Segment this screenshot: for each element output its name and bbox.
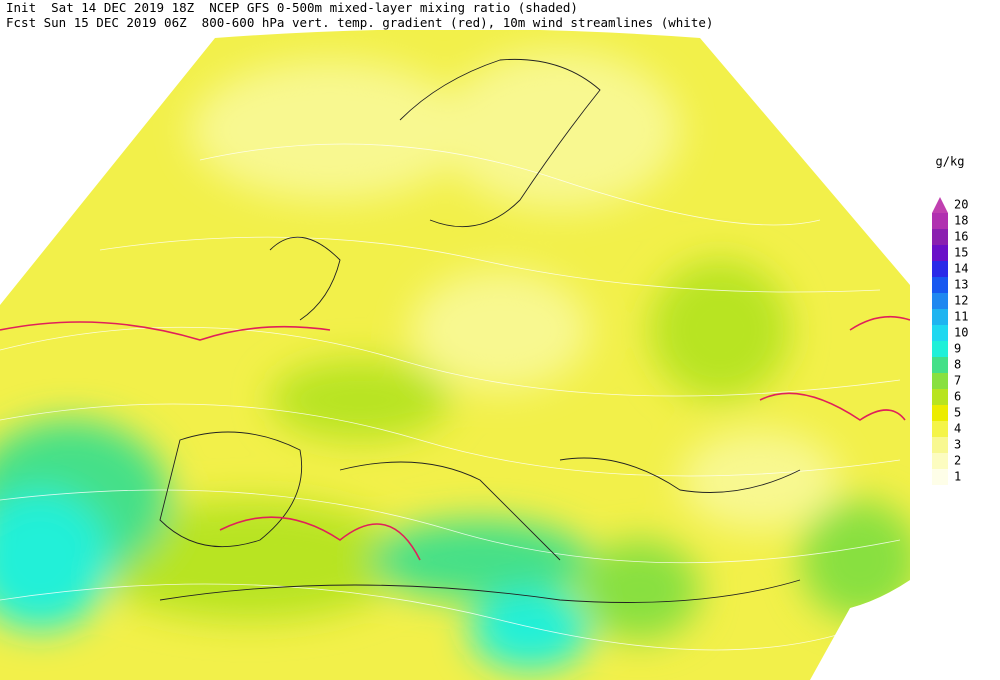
legend-label: 15 <box>954 246 968 260</box>
legend-swatch <box>932 469 948 485</box>
legend-label: 13 <box>954 278 968 292</box>
legend-label: 10 <box>954 326 968 340</box>
legend-swatch <box>932 341 948 357</box>
legend-label: 11 <box>954 310 968 324</box>
legend-label: 18 <box>954 214 968 228</box>
legend-swatch <box>932 421 948 437</box>
legend-swatch <box>932 437 948 453</box>
legend-swatch <box>932 453 948 469</box>
legend-label: 5 <box>954 406 961 420</box>
legend-swatch <box>932 293 948 309</box>
legend-swatch <box>932 373 948 389</box>
legend-label: 9 <box>954 342 961 356</box>
map-field <box>0 30 910 680</box>
legend-swatch <box>932 357 948 373</box>
legend-label: 1 <box>954 470 961 484</box>
header-line: Fcst Sun 15 DEC 2019 06Z 800-600 hPa ver… <box>6 15 714 30</box>
legend-swatch <box>932 405 948 421</box>
legend-label: 7 <box>954 374 961 388</box>
legend-swatch <box>932 245 948 261</box>
legend-swatch <box>932 229 948 245</box>
legend-swatch <box>932 197 948 213</box>
legend-label: 3 <box>954 438 961 452</box>
legend-label: 4 <box>954 422 961 436</box>
header-line: Init Sat 14 DEC 2019 18Z NCEP GFS 0-500m… <box>6 0 578 15</box>
legend-label: 14 <box>954 262 968 276</box>
legend-label: 6 <box>954 390 961 404</box>
legend-swatch <box>932 325 948 341</box>
legend-label: 12 <box>954 294 968 308</box>
legend: g/kg 20 18 16 15 14 13 12 11 10 9 8 7 6 5 4 3 2 1 <box>932 155 968 485</box>
legend-swatch <box>932 277 948 293</box>
legend-swatch <box>932 309 948 325</box>
legend-label: 16 <box>954 230 968 244</box>
legend-swatch <box>932 389 948 405</box>
legend-label: 8 <box>954 358 961 372</box>
legend-swatch <box>932 261 948 277</box>
legend-label: 20 <box>954 198 968 212</box>
legend-unit: g/kg <box>936 155 965 169</box>
legend-label: 2 <box>954 454 961 468</box>
legend-swatch <box>932 213 948 229</box>
